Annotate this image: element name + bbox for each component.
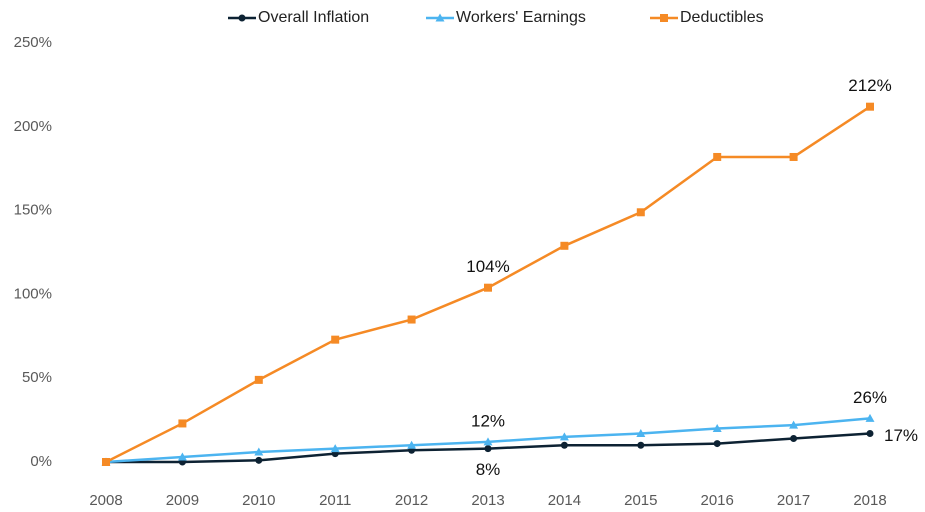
marker [178,419,187,428]
marker [484,283,492,292]
marker [331,335,340,344]
marker [636,429,646,438]
legend-item: Overall Inflation [228,9,369,26]
marker [407,440,417,449]
x-tick-label: 2008 [89,492,122,509]
y-tick-label: 250% [14,34,52,51]
marker [866,102,874,111]
data-label: 26% [853,388,887,407]
x-tick-label: 2015 [624,492,657,509]
marker [177,452,187,461]
marker [560,441,568,449]
marker [483,437,493,446]
marker [865,413,875,422]
data-label: 17% [884,426,918,445]
legend-item: Deductibles [650,9,764,26]
marker [637,441,645,449]
marker [789,152,798,161]
x-tick-label: 2016 [701,492,734,509]
marker [102,458,110,466]
x-tick-label: 2012 [395,492,428,509]
x-tick-label: 2018 [853,492,886,509]
y-tick-label: 100% [14,285,52,302]
x-tick-label: 2011 [319,492,351,509]
marker [789,420,799,429]
marker [254,447,264,456]
legend-item: Workers' Earnings [426,9,586,26]
data-label: 8% [476,460,501,479]
marker [866,430,874,438]
legend-label: Overall Inflation [258,9,369,26]
y-tick-label: 0% [30,453,52,470]
y-tick-label: 150% [14,202,52,219]
x-tick-label: 2013 [471,492,504,509]
x-tick-label: 2014 [548,492,581,509]
marker [636,208,645,217]
legend-marker [238,14,246,22]
data-label: 104% [466,257,509,276]
marker [559,432,569,441]
data-label: 12% [471,411,505,430]
marker [484,445,492,453]
y-tick-label: 200% [14,118,52,135]
legend-label: Deductibles [680,9,764,26]
x-tick-label: 2010 [242,492,275,509]
marker [713,152,722,161]
legend-marker [660,14,668,22]
marker [560,241,569,250]
legend-marker [435,13,445,22]
x-tick-label: 2017 [777,492,810,509]
marker [407,315,416,324]
marker [254,375,263,384]
marker [330,444,340,453]
marker [713,440,721,448]
x-tick-label: 2009 [166,492,199,509]
marker [712,423,722,432]
legend-label: Workers' Earnings [456,9,586,26]
y-tick-label: 50% [22,369,52,386]
data-label: 212% [848,76,891,95]
marker [790,435,798,443]
marker [255,456,263,464]
